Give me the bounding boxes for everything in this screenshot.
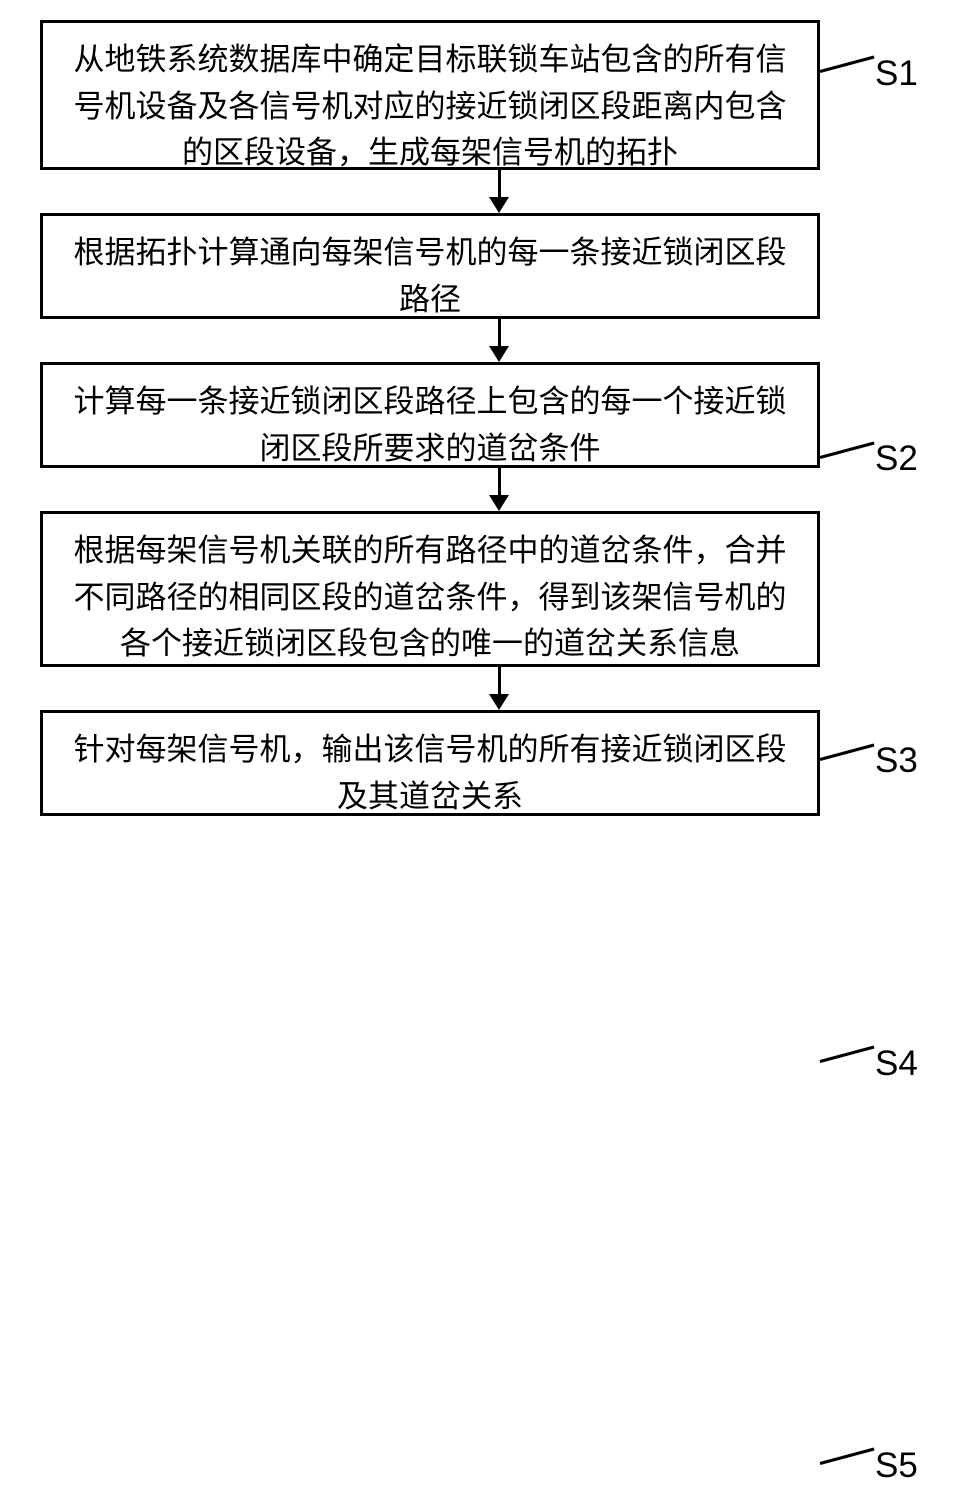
- label-connector-4: [820, 1046, 875, 1063]
- flowchart-container: 从地铁系统数据库中确定目标联锁车站包含的所有信号机设备及各信号机对应的接近锁闭区…: [0, 0, 958, 1000]
- step-box-3: 计算每一条接近锁闭区段路径上包含的每一个接近锁闭区段所要求的道岔条件: [40, 362, 820, 468]
- arrow-head-2: [489, 346, 509, 362]
- arrow-2: [489, 319, 509, 362]
- label-connector-5: [820, 1448, 875, 1465]
- arrow-head-4: [489, 694, 509, 710]
- step-row-3: 计算每一条接近锁闭区段路径上包含的每一个接近锁闭区段所要求的道岔条件 S3: [0, 362, 958, 468]
- arrow-line-2: [498, 319, 501, 346]
- arrow-3: [489, 468, 509, 511]
- arrow-line-3: [498, 468, 501, 495]
- step-text-2: 根据拓扑计算通向每架信号机的每一条接近锁闭区段路径: [74, 235, 787, 317]
- step-wrapper-4: 根据每架信号机关联的所有路径中的道岔条件，合并不同路径的相同区段的道岔条件，得到…: [0, 511, 958, 710]
- arrow-head-3: [489, 495, 509, 511]
- step-wrapper-5: 针对每架信号机，输出该信号机的所有接近锁闭区段及其道岔关系 S5: [0, 710, 958, 816]
- step-text-5: 针对每架信号机，输出该信号机的所有接近锁闭区段及其道岔关系: [74, 732, 787, 814]
- step-box-1: 从地铁系统数据库中确定目标联锁车站包含的所有信号机设备及各信号机对应的接近锁闭区…: [40, 20, 820, 170]
- label-connector-1: [820, 56, 875, 73]
- arrow-head-1: [489, 197, 509, 213]
- step-label-1: S1: [875, 54, 918, 94]
- arrow-line-4: [498, 667, 501, 694]
- step-label-4: S4: [875, 1044, 918, 1084]
- step-label-5: S5: [875, 1446, 918, 1486]
- step-wrapper-2: 根据拓扑计算通向每架信号机的每一条接近锁闭区段路径 S2: [0, 213, 958, 362]
- step-row-2: 根据拓扑计算通向每架信号机的每一条接近锁闭区段路径 S2: [0, 213, 958, 319]
- step-box-5: 针对每架信号机，输出该信号机的所有接近锁闭区段及其道岔关系: [40, 710, 820, 816]
- step-wrapper-3: 计算每一条接近锁闭区段路径上包含的每一个接近锁闭区段所要求的道岔条件 S3: [0, 362, 958, 511]
- step-text-4: 根据每架信号机关联的所有路径中的道岔条件，合并不同路径的相同区段的道岔条件，得到…: [74, 533, 787, 661]
- arrow-4: [489, 667, 509, 710]
- step-box-4: 根据每架信号机关联的所有路径中的道岔条件，合并不同路径的相同区段的道岔条件，得到…: [40, 511, 820, 667]
- step-text-3: 计算每一条接近锁闭区段路径上包含的每一个接近锁闭区段所要求的道岔条件: [74, 384, 787, 466]
- step-row-4: 根据每架信号机关联的所有路径中的道岔条件，合并不同路径的相同区段的道岔条件，得到…: [0, 511, 958, 667]
- step-row-5: 针对每架信号机，输出该信号机的所有接近锁闭区段及其道岔关系 S5: [0, 710, 958, 816]
- step-wrapper-1: 从地铁系统数据库中确定目标联锁车站包含的所有信号机设备及各信号机对应的接近锁闭区…: [0, 20, 958, 213]
- step-row-1: 从地铁系统数据库中确定目标联锁车站包含的所有信号机设备及各信号机对应的接近锁闭区…: [0, 20, 958, 170]
- step-box-2: 根据拓扑计算通向每架信号机的每一条接近锁闭区段路径: [40, 213, 820, 319]
- step-text-1: 从地铁系统数据库中确定目标联锁车站包含的所有信号机设备及各信号机对应的接近锁闭区…: [74, 42, 787, 170]
